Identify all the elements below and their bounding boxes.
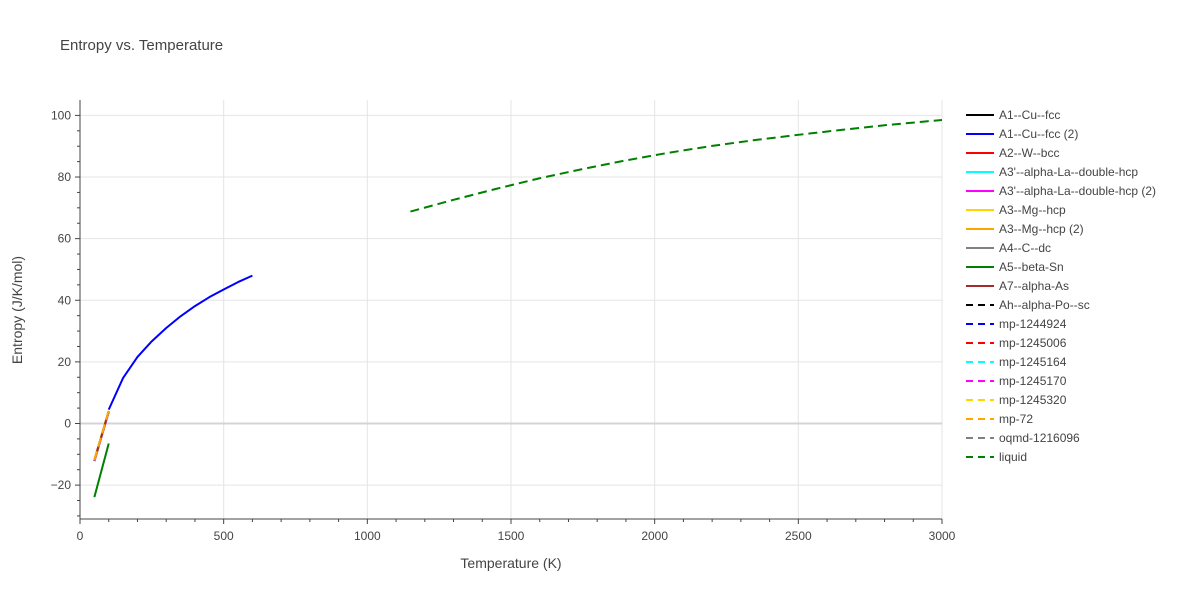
legend-item[interactable]: mp-1244924 <box>966 317 1067 331</box>
legend-item[interactable]: liquid <box>966 450 1027 464</box>
legend-label: liquid <box>999 450 1027 464</box>
legend-item[interactable]: oqmd-1216096 <box>966 431 1080 445</box>
y-tick-label: 40 <box>58 293 72 307</box>
legend-item[interactable]: mp-1245170 <box>966 374 1067 388</box>
y-tick-label: 60 <box>58 232 72 246</box>
legend-item[interactable]: A2--W--bcc <box>966 146 1059 160</box>
x-tick-labels: 0 500 1000 1500 2000 2500 3000 <box>77 519 956 543</box>
chart-title: Entropy vs. Temperature <box>60 37 223 54</box>
legend-label: mp-1245320 <box>999 393 1067 407</box>
legend-label: oqmd-1216096 <box>999 431 1080 445</box>
x-tick-label: 3000 <box>929 529 956 543</box>
legend-item[interactable]: mp-1245164 <box>966 355 1067 369</box>
x-axis-title: Temperature (K) <box>460 555 561 571</box>
legend-label: mp-1245164 <box>999 355 1067 369</box>
y-axis-title: Entropy (J/K/mol) <box>9 256 25 364</box>
legend-label: A4--C--dc <box>999 241 1051 255</box>
legend-item[interactable]: A3'--alpha-La--double-hcp (2) <box>966 184 1156 198</box>
legend-label: mp-72 <box>999 412 1033 426</box>
series-line-18 <box>410 119 943 213</box>
x-tick-label: 1500 <box>498 529 525 543</box>
legend-label: A2--W--bcc <box>999 146 1059 160</box>
legend-label: A1--Cu--fcc <box>999 108 1060 122</box>
legend-item[interactable]: A3--Mg--hcp (2) <box>966 222 1084 236</box>
legend-item[interactable]: Ah--alpha-Po--sc <box>966 298 1090 312</box>
series-line-1 <box>107 274 253 411</box>
y-tick-label: 0 <box>64 416 71 430</box>
y-tick-label: 20 <box>58 355 72 369</box>
legend-label: A3'--alpha-La--double-hcp (2) <box>999 184 1156 198</box>
x-tick-label: 2500 <box>785 529 812 543</box>
x-tick-label: 2000 <box>641 529 668 543</box>
y-tick-labels: −20 0 20 40 60 80 100 <box>51 108 80 517</box>
legend-item[interactable]: A3'--alpha-La--double-hcp <box>966 165 1138 179</box>
legend-item[interactable]: mp-1245006 <box>966 336 1067 350</box>
series-line-16 <box>93 410 110 461</box>
legend-item[interactable]: A4--C--dc <box>966 241 1051 255</box>
legend-label: A3--Mg--hcp <box>999 203 1066 217</box>
x-tick-label: 500 <box>214 529 234 543</box>
legend-item[interactable]: A7--alpha-As <box>966 279 1069 293</box>
series-group <box>93 119 943 498</box>
legend-label: mp-1245170 <box>999 374 1067 388</box>
legend-item[interactable]: A1--Cu--fcc <box>966 108 1060 122</box>
x-tick-label: 0 <box>77 529 84 543</box>
grid <box>80 100 943 519</box>
y-tick-label: 100 <box>51 108 71 122</box>
legend-item[interactable]: A3--Mg--hcp <box>966 203 1066 217</box>
legend-item[interactable]: mp-1245320 <box>966 393 1067 407</box>
legend-label: A1--Cu--fcc (2) <box>999 127 1078 141</box>
legend-item[interactable]: A1--Cu--fcc (2) <box>966 127 1078 141</box>
y-tick-label: −20 <box>51 478 72 492</box>
legend-item[interactable]: A5--beta-Sn <box>966 260 1064 274</box>
legend-label: Ah--alpha-Po--sc <box>999 298 1090 312</box>
series-line-8 <box>93 443 110 498</box>
x-tick-label: 1000 <box>354 529 381 543</box>
legend-label: mp-1244924 <box>999 317 1067 331</box>
legend[interactable]: A1--Cu--fcc A1--Cu--fcc (2) A2--W--bcc A3'-… <box>966 108 1156 464</box>
legend-label: mp-1245006 <box>999 336 1067 350</box>
legend-item[interactable]: mp-72 <box>966 412 1033 426</box>
legend-label: A7--alpha-As <box>999 279 1069 293</box>
y-tick-label: 80 <box>58 170 72 184</box>
legend-label: A3--Mg--hcp (2) <box>999 222 1084 236</box>
legend-label: A5--beta-Sn <box>999 260 1064 274</box>
legend-label: A3'--alpha-La--double-hcp <box>999 165 1138 179</box>
